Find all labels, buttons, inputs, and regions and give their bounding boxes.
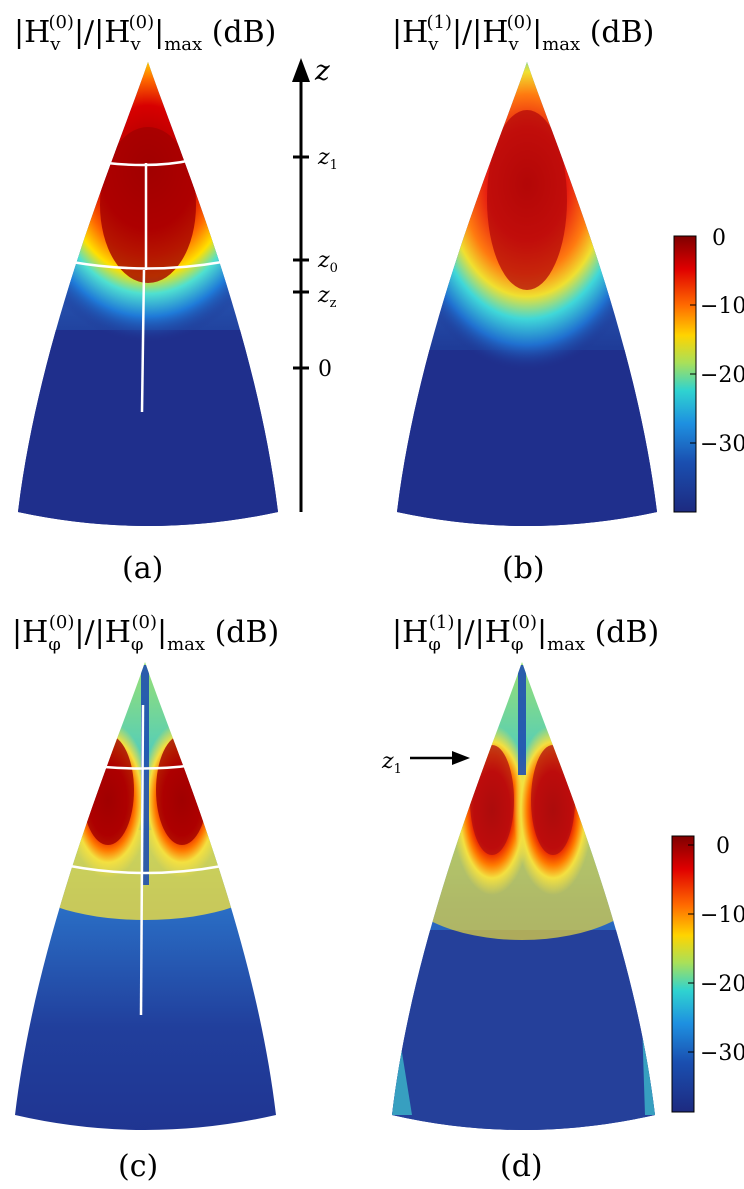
z-tick-z1: z1 (293, 145, 338, 173)
panel-c-title: |Hφ(0)|/|Hφ(0)|max (dB) (12, 612, 279, 655)
svg-text:z1: z1 (381, 749, 402, 777)
svg-text:zz: zz (317, 283, 337, 311)
panel-b: |Hv(1)|/|Hv(0)|max (dB) (b) (392, 12, 657, 586)
region-markers-c (69, 704, 223, 1016)
arrow-right-icon (452, 751, 470, 765)
z-axis: z z1 z0 zz 0 (292, 54, 338, 512)
panel-c-caption: (c) (118, 1149, 158, 1184)
colorbar-top-tick-30: −30 (700, 432, 744, 457)
panel-a-title: |Hv(0)|/|Hv(0)|max (dB) (14, 12, 276, 55)
z-axis-label: z (314, 54, 330, 87)
z-tick-0: 0 (293, 357, 332, 382)
field-map-c (15, 662, 276, 1130)
svg-text:z0: z0 (317, 248, 338, 276)
colorbar-top: 0 −10 −20 −30 (673, 226, 744, 513)
field-map-a (18, 62, 278, 526)
colorbar-top-tick-20: −20 (700, 363, 744, 388)
panel-d-caption: (d) (500, 1149, 543, 1184)
colorbar-bottom-tick-30: −30 (700, 1041, 744, 1066)
panel-c: |Hφ(0)|/|Hφ(0)|max (dB) (c) (12, 612, 279, 1184)
colorbar-bottom: 0 −10 −20 −30 (671, 834, 744, 1113)
colorbar-bottom-tick-0: 0 (716, 834, 730, 859)
region-markers-a (71, 158, 223, 413)
svg-text:0: 0 (318, 357, 332, 382)
panel-a: |Hv(0)|/|Hv(0)|max (dB) (a) (14, 12, 278, 586)
field-map-b (397, 62, 657, 526)
field-map-d (392, 662, 655, 1130)
panel-d-title: |Hφ(1)|/|Hφ(0)|max (dB) (392, 612, 659, 655)
panel-a-caption: (a) (122, 551, 163, 586)
colorbar-top-tick-10: −10 (700, 294, 744, 319)
z-tick-z0: z0 (293, 248, 338, 276)
z-tick-zz: zz (293, 283, 337, 311)
svg-text:z1: z1 (317, 145, 338, 173)
panel-d: |Hφ(1)|/|Hφ(0)|max (dB) z1 (d) (381, 612, 659, 1184)
panel-b-title: |Hv(1)|/|Hv(0)|max (dB) (392, 12, 654, 55)
panel-b-caption: (b) (502, 551, 545, 586)
z-axis-arrow-icon (292, 58, 310, 82)
colorbar-top-tick-0: 0 (712, 226, 726, 251)
colorbar-bottom-tick-20: −20 (700, 972, 744, 997)
colorbar-bottom-tick-10: −10 (700, 903, 744, 928)
z1-annotation: z1 (381, 749, 470, 777)
